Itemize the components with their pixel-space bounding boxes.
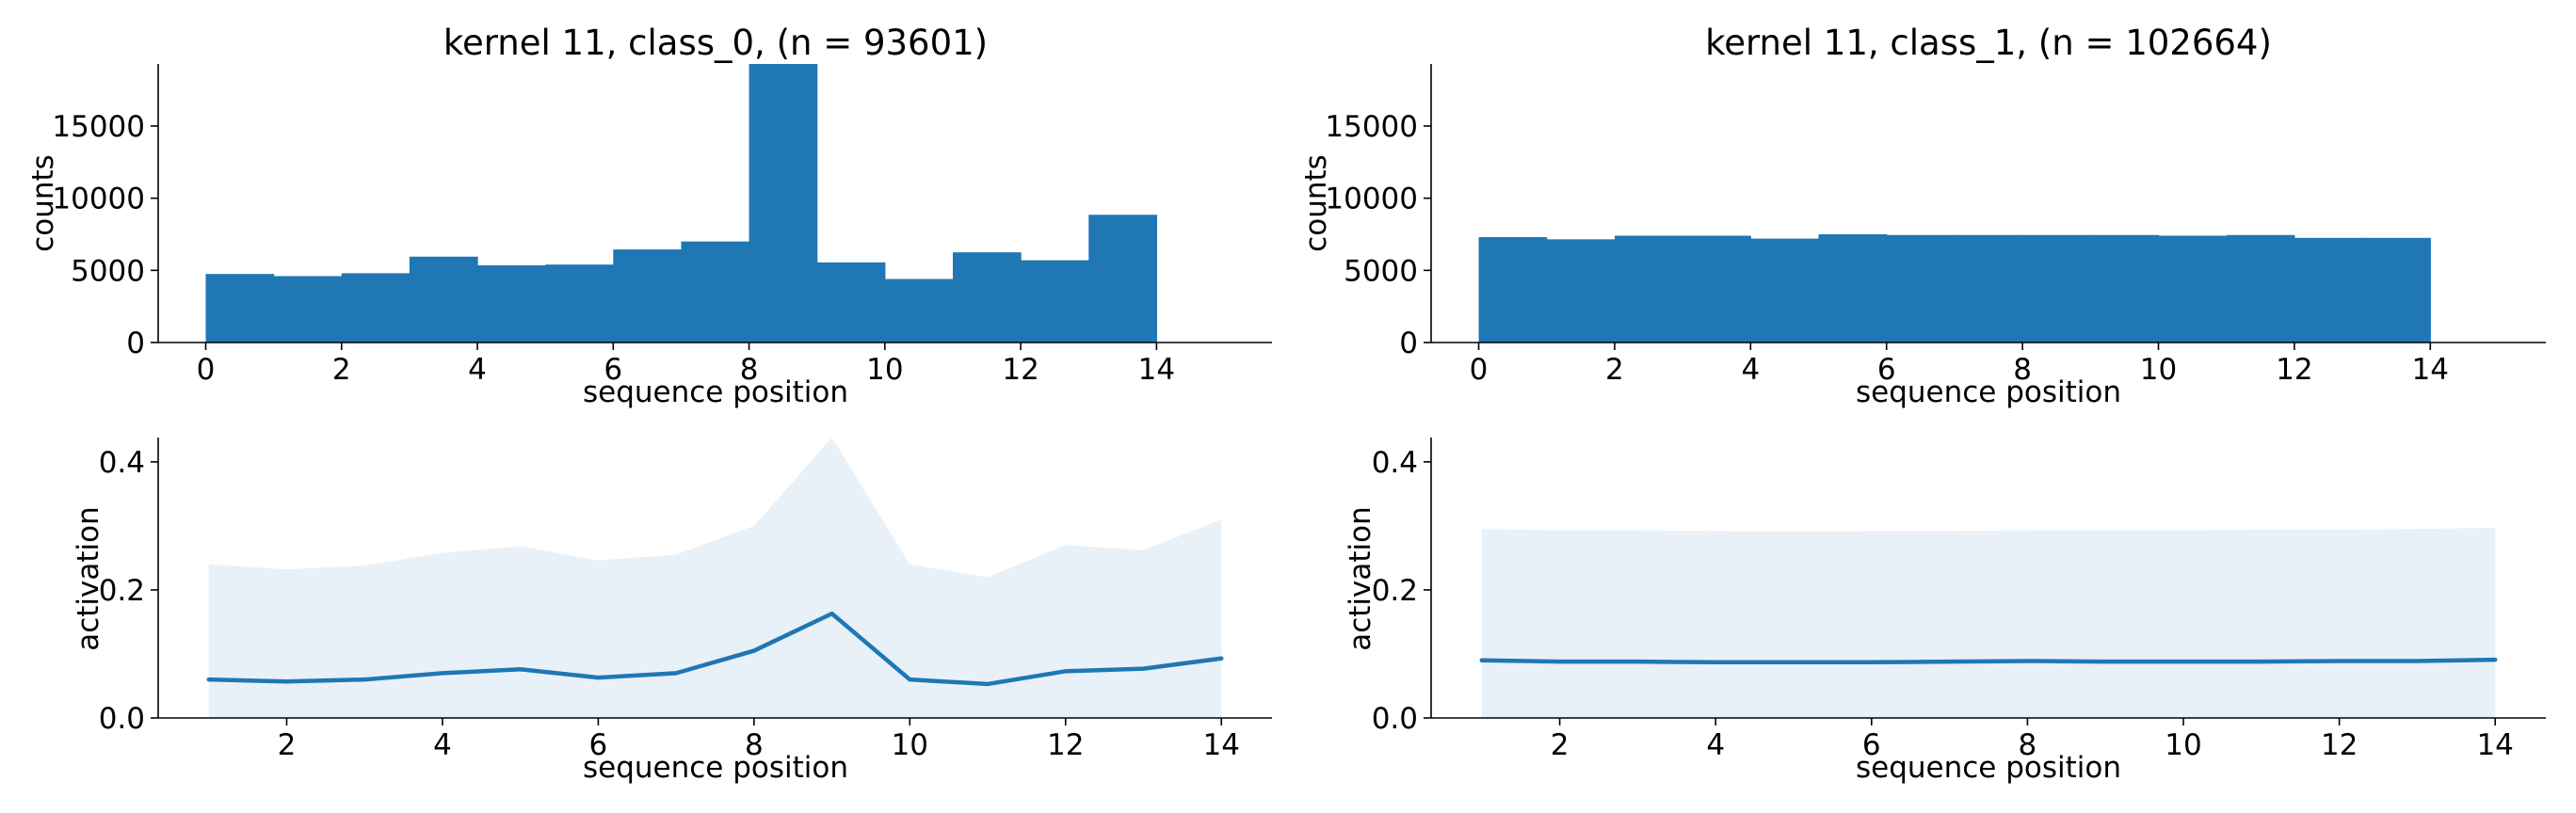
- histogram-class-1-bar-1: [1546, 239, 1616, 343]
- histogram-class-1-title: kernel 11, class_1, (n = 102664): [1705, 23, 2272, 63]
- activation-class-1-band: [1481, 527, 2496, 718]
- activation-class-1-panel: 2 4 6 8 10 12 14 0.0 0.2 0.4 sequence position ac…: [1344, 438, 2546, 785]
- histogram-class-0-bar-9: [816, 262, 886, 343]
- activation-class-0-x-tick-label-4: 4: [433, 728, 452, 762]
- histogram-class-1-bar-9: [2090, 234, 2160, 343]
- histogram-class-0-bar-2: [341, 273, 411, 343]
- histogram-class-0-bar-5: [545, 264, 614, 343]
- histogram-class-0-bar-3: [409, 256, 478, 343]
- activation-class-0-x-tick-label-2: 2: [278, 728, 297, 762]
- histogram-class-0-x-tick-label-12: 12: [1002, 353, 1038, 387]
- histogram-class-0-bar-4: [477, 264, 546, 343]
- histogram-class-1-x-axis-label: sequence position: [1856, 375, 2121, 409]
- activation-class-0-y-tick-label-0: 0.0: [99, 702, 145, 736]
- activation-class-0-x-tick-label-14: 14: [1203, 728, 1240, 762]
- histogram-class-1-bar-13: [2362, 237, 2431, 343]
- activation-class-0-x-axis-label: sequence position: [583, 751, 848, 785]
- histogram-class-1-bar-2: [1614, 235, 1683, 343]
- activation-class-1-x-tick-label-8: 8: [2019, 728, 2037, 762]
- histogram-class-1-bar-7: [1954, 234, 2023, 343]
- histogram-class-1-x-tick-label-2: 2: [1605, 353, 1624, 387]
- histogram-class-0-bar-11: [952, 252, 1022, 343]
- histogram-class-1-y-axis-label: counts: [1299, 154, 1333, 252]
- histogram-class-1-y-tick-label-1: 5000: [1344, 254, 1418, 288]
- histogram-class-1-bar-0: [1478, 237, 1548, 343]
- histogram-class-0-bar-1: [273, 276, 343, 343]
- histogram-class-1-x-tick-label-10: 10: [2140, 353, 2177, 387]
- histogram-class-0-x-tick-label-4: 4: [468, 353, 487, 387]
- histogram-class-0-bar-8: [749, 64, 818, 343]
- activation-class-1-y-tick-label-0: 0.0: [1372, 702, 1418, 736]
- activation-class-1-mean-line: [1479, 657, 2498, 665]
- histogram-class-1-bar-12: [2294, 237, 2363, 343]
- histogram-class-0-bar-7: [681, 241, 750, 343]
- activation-class-0-mean-line: [206, 611, 1224, 687]
- histogram-class-0-x-axis-label: sequence position: [583, 375, 848, 409]
- histogram-class-0-x-tick-label-8: 8: [740, 353, 759, 387]
- activation-class-0-x-tick-label-6: 6: [589, 728, 608, 762]
- histogram-class-1-x-tick-label-14: 14: [2412, 353, 2449, 387]
- activation-class-1-y-tick-label-2: 0.4: [1372, 446, 1418, 480]
- histogram-class-0-bar-0: [205, 274, 275, 343]
- histogram-class-0-y-tick-label-3: 15000: [52, 110, 145, 144]
- activation-class-0-x-tick-label-10: 10: [892, 728, 928, 762]
- histogram-class-0-bar-6: [613, 249, 683, 343]
- histogram-class-0-y-tick-label-1: 5000: [71, 254, 145, 288]
- histogram-class-0-y-tick-label-2: 10000: [52, 183, 145, 216]
- histogram-class-1-x-tick-label-6: 6: [1877, 353, 1896, 387]
- histogram-class-1-y-tick-label-0: 0: [1399, 327, 1418, 360]
- activation-class-1-x-tick-label-2: 2: [1551, 728, 1570, 762]
- activation-class-0-x-tick-label-12: 12: [1047, 728, 1084, 762]
- activation-class-0-y-axis-label: activation: [72, 506, 105, 651]
- histogram-class-0-x-tick-label-6: 6: [604, 353, 622, 387]
- histogram-class-0-x-tick-label-0: 0: [197, 353, 216, 387]
- histogram-class-0-x-tick-label-14: 14: [1138, 353, 1175, 387]
- histogram-class-1-x-tick-label-12: 12: [2276, 353, 2312, 387]
- histogram-class-1-x-tick-label-8: 8: [2013, 353, 2032, 387]
- histogram-class-1-bar-4: [1750, 238, 1820, 343]
- activation-class-1-x-axis-label: sequence position: [1856, 751, 2121, 785]
- histogram-class-0-x-tick-label-10: 10: [866, 353, 903, 387]
- histogram-class-0-bar-12: [1021, 260, 1089, 343]
- histogram-class-1-bar-3: [1682, 235, 1751, 343]
- histogram-class-0-x-tick-label-2: 2: [332, 353, 351, 387]
- histogram-class-1-bar-10: [2158, 235, 2228, 343]
- activation-class-1-y-tick-label-1: 0.2: [1372, 574, 1418, 608]
- activation-class-1-x-tick-label-4: 4: [1706, 728, 1725, 762]
- activation-class-1-y-axis-label: activation: [1344, 506, 1377, 651]
- histogram-class-1-panel: kernel 11, class_1, (n = 102664) 0 2 4 6 8 10…: [1299, 23, 2546, 409]
- histogram-class-1-bar-8: [2022, 234, 2091, 343]
- histogram-class-0-panel: kernel 11, class_0, (n = 93601) 0 2 4 6 8 10 1…: [26, 23, 1272, 409]
- histogram-class-0-y-axis-label: counts: [26, 154, 60, 252]
- activation-class-1-x-tick-label-6: 6: [1862, 728, 1881, 762]
- activation-class-0-band: [208, 438, 1222, 718]
- histogram-class-1-y-tick-label-2: 10000: [1325, 183, 1418, 216]
- histogram-class-1-bar-11: [2226, 234, 2295, 343]
- histogram-class-1-y-tick-label-3: 15000: [1325, 110, 1418, 144]
- histogram-class-1-bar-5: [1818, 233, 1888, 343]
- histogram-class-0-y-tick-label-0: 0: [126, 327, 145, 360]
- activation-class-0-y-tick-label-2: 0.4: [99, 446, 145, 480]
- histogram-class-1-x-tick-label-4: 4: [1741, 353, 1760, 387]
- histogram-class-0-bar-13: [1088, 215, 1157, 343]
- activation-class-0-panel: 2 4 6 8 10 12 14 0.0 0.2 0.4 sequence position ac…: [72, 438, 1272, 785]
- activation-class-0-y-tick-label-1: 0.2: [99, 574, 145, 608]
- activation-class-1-x-tick-label-12: 12: [2321, 728, 2358, 762]
- histogram-class-0-bar-10: [884, 279, 954, 343]
- histogram-class-0-title: kernel 11, class_0, (n = 93601): [443, 23, 988, 63]
- activation-class-0-x-tick-label-8: 8: [745, 728, 764, 762]
- histogram-class-1-x-tick-label-0: 0: [1470, 353, 1489, 387]
- activation-class-1-x-tick-label-14: 14: [2476, 728, 2513, 762]
- histogram-class-1-bar-6: [1886, 234, 1956, 343]
- activation-class-1-x-tick-label-10: 10: [2165, 728, 2201, 762]
